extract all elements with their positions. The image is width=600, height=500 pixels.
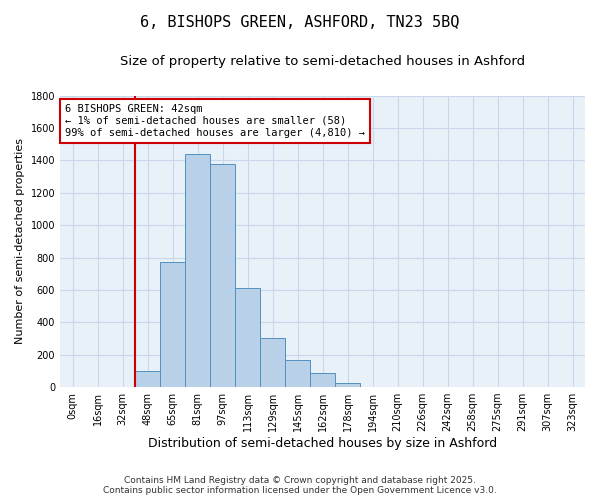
Bar [135,371,160,387]
Bar [285,360,310,387]
Bar [185,154,210,387]
Bar [260,338,285,387]
Y-axis label: Number of semi-detached properties: Number of semi-detached properties [15,138,25,344]
Text: Contains HM Land Registry data © Crown copyright and database right 2025.
Contai: Contains HM Land Registry data © Crown c… [103,476,497,495]
Title: Size of property relative to semi-detached houses in Ashford: Size of property relative to semi-detach… [120,55,525,68]
Bar [335,383,360,387]
Text: 6 BISHOPS GREEN: 42sqm
← 1% of semi-detached houses are smaller (58)
99% of semi: 6 BISHOPS GREEN: 42sqm ← 1% of semi-deta… [65,104,365,138]
Bar [310,374,335,387]
X-axis label: Distribution of semi-detached houses by size in Ashford: Distribution of semi-detached houses by … [148,437,497,450]
Text: 6, BISHOPS GREEN, ASHFORD, TN23 5BQ: 6, BISHOPS GREEN, ASHFORD, TN23 5BQ [140,15,460,30]
Bar [160,262,185,387]
Bar [235,288,260,387]
Bar [210,164,235,387]
